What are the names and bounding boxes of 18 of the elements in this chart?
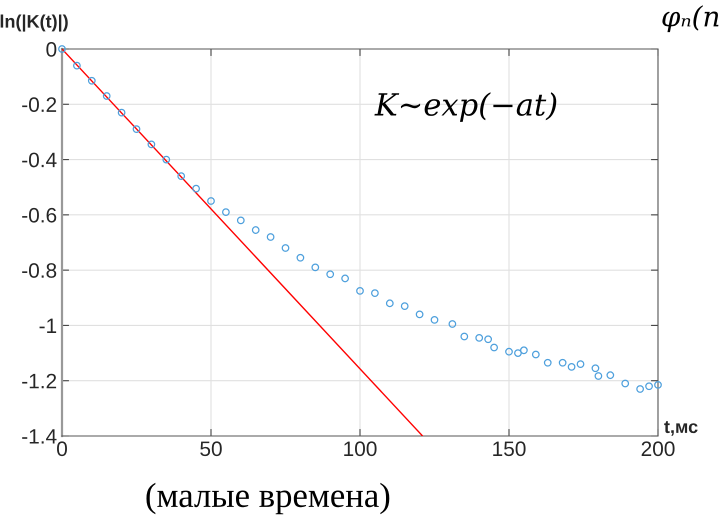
y-axis-title: ln(|K(t)|) bbox=[0, 14, 68, 32]
y-tick-label: -1 bbox=[40, 318, 56, 333]
y-tick-label: -0.6 bbox=[22, 208, 56, 223]
x-tick-label: 200 bbox=[642, 441, 675, 456]
x-tick-label: 150 bbox=[493, 441, 526, 456]
annotation: K~exp(−at) bbox=[374, 92, 556, 122]
y-tick-label: -1.4 bbox=[22, 429, 57, 444]
text: φₙ(n bbox=[662, 5, 718, 32]
x-tick-label: 50 bbox=[200, 441, 222, 456]
y-tick-label: 0 bbox=[46, 42, 56, 57]
y-tick-label: -0.2 bbox=[22, 97, 56, 112]
y-tick-label: -0.8 bbox=[22, 263, 56, 278]
text: (малые времена) bbox=[146, 482, 390, 514]
x-tick-label: 100 bbox=[344, 441, 377, 456]
x-axis-title: t,мс bbox=[664, 421, 698, 436]
y-tick-label: -0.4 bbox=[22, 152, 57, 168]
y-tick-label: -1.2 bbox=[22, 374, 56, 388]
x-tick-label: 0 bbox=[57, 441, 67, 456]
